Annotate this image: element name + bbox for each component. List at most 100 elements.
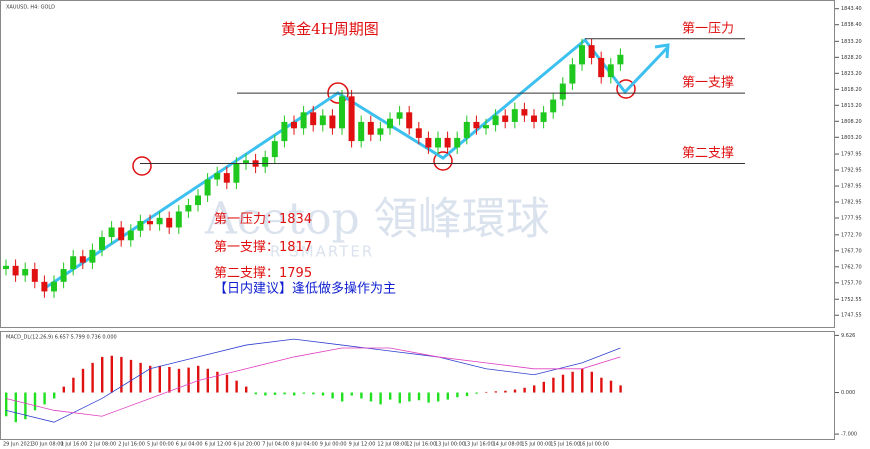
- macd-bar: [216, 371, 219, 393]
- macd-bar: [417, 392, 421, 401]
- watermark-text: Acetop 領峰環球: [204, 194, 550, 245]
- candle-body: [425, 137, 432, 148]
- x-tick-label: 2 Jul 16:00: [118, 442, 145, 448]
- x-tick-label: 14 Jul 08:00: [493, 442, 523, 448]
- macd-bar: [360, 392, 363, 399]
- x-tick-label: 9 Jul 00:00: [320, 442, 347, 448]
- candle-body: [281, 121, 288, 142]
- y-tick-label: 1838.40: [841, 22, 862, 28]
- x-tick-label: 29 Jun 2021: [3, 442, 33, 448]
- trend-arrows: [41, 37, 670, 292]
- y-tick-label: -7.000: [841, 432, 857, 438]
- candle-body: [147, 221, 153, 225]
- macd-bar: [485, 391, 488, 393]
- candle-body: [483, 125, 489, 129]
- y-tick-label: 1818.20: [841, 87, 862, 93]
- macd-line: [5, 347, 621, 417]
- macd-bar: [197, 365, 200, 393]
- macd-line: [5, 338, 621, 423]
- macd-bar: [245, 386, 248, 393]
- candle-body: [70, 256, 77, 270]
- level-label: 第二支撑: [682, 146, 734, 161]
- candle-body: [319, 115, 326, 126]
- candle-body: [607, 64, 614, 78]
- macd-bar: [533, 385, 536, 393]
- candle-body: [12, 265, 19, 276]
- x-tick-label: 7 Jul 04:00: [262, 442, 289, 448]
- y-tick-label: 1777.95: [841, 216, 862, 222]
- y-tick-label: 1752.55: [841, 297, 862, 303]
- macd-bar: [235, 380, 238, 393]
- x-tick-label: 15 Jul 00:00: [521, 442, 551, 448]
- macd-bar: [350, 392, 353, 396]
- macd-bar: [475, 392, 478, 394]
- symbol: XAUUSD, H4: GOLD: [6, 5, 55, 11]
- macd-bar: [389, 392, 392, 400]
- candle-body: [233, 163, 240, 183]
- macd-bar: [504, 390, 507, 393]
- y-tick-label: 1797.95: [841, 152, 862, 158]
- x-tick-label: 1 Jul 16:00: [61, 442, 88, 448]
- y-tick-label: 1843.40: [841, 6, 862, 12]
- level-note: 第一压力：1834: [214, 212, 312, 227]
- macd-bar: [523, 387, 526, 393]
- macd-bar: [33, 392, 37, 411]
- macd-bar: [72, 377, 75, 393]
- macd-bar: [206, 368, 209, 393]
- macd-bar: [456, 392, 459, 398]
- macd-bar: [293, 392, 296, 396]
- macd-bar: [542, 381, 545, 393]
- macd-bar: [437, 392, 440, 402]
- macd-bar: [494, 391, 497, 393]
- candle-body: [511, 109, 518, 122]
- candle-body: [415, 128, 422, 138]
- y-tick-label: 1782.95: [841, 200, 862, 206]
- y-tick-label: 1792.95: [841, 168, 862, 174]
- candle-body: [502, 115, 509, 122]
- chart-title: 黄金4H周期图: [281, 20, 379, 38]
- macd-bar: [129, 359, 133, 393]
- y-tick-label: 1828.20: [841, 55, 862, 61]
- macd-bar: [408, 392, 411, 402]
- macd-bar: [590, 371, 593, 393]
- macd-bar: [561, 374, 565, 393]
- level-note-value: 1817: [279, 240, 312, 255]
- macd-bar: [225, 374, 229, 393]
- level-note-text: 第一压力：: [214, 212, 279, 227]
- candle-body: [569, 64, 576, 84]
- candle-body: [118, 227, 125, 241]
- macd-bar: [120, 356, 123, 393]
- x-tick-label: 6 Jul 12:00: [205, 442, 232, 448]
- x-tick-label: 30 Jun 08:00: [32, 442, 64, 448]
- candle-body: [79, 256, 86, 263]
- candle-body: [51, 281, 57, 292]
- candle-body: [22, 269, 29, 276]
- watermark-sub: R SMARTER: [270, 243, 374, 261]
- candle-body: [185, 205, 192, 212]
- candle-body: [377, 128, 384, 135]
- candle-body: [156, 217, 163, 225]
- x-tick-label: 16 Jul 00:00: [579, 442, 609, 448]
- candle-body: [387, 118, 393, 129]
- macd-label: MACD_DL(12,26,9) 6.657 5.799 0.736 0.000: [6, 335, 117, 341]
- macd-bar: [14, 392, 17, 423]
- macd-bar: [427, 392, 430, 403]
- level-note: 第一支撑：1817: [214, 240, 312, 255]
- level-label: 第一压力: [682, 21, 734, 36]
- candle-body: [60, 269, 67, 282]
- macd-bar: [609, 380, 613, 393]
- candle-body: [310, 112, 317, 126]
- macd-bar: [465, 392, 469, 397]
- candle-body: [291, 121, 297, 129]
- macd-bar: [321, 392, 325, 396]
- y-tick-label: 1787.95: [841, 184, 862, 190]
- candle-body: [435, 137, 441, 148]
- macd-bar: [283, 392, 286, 395]
- candle-body: [195, 195, 201, 206]
- candle-body: [473, 121, 480, 129]
- y-tick-label: 1833.20: [841, 39, 862, 45]
- macd-bar: [398, 392, 401, 404]
- macd-bar: [273, 392, 277, 395]
- level-note-text: 第一支撑：: [214, 240, 279, 255]
